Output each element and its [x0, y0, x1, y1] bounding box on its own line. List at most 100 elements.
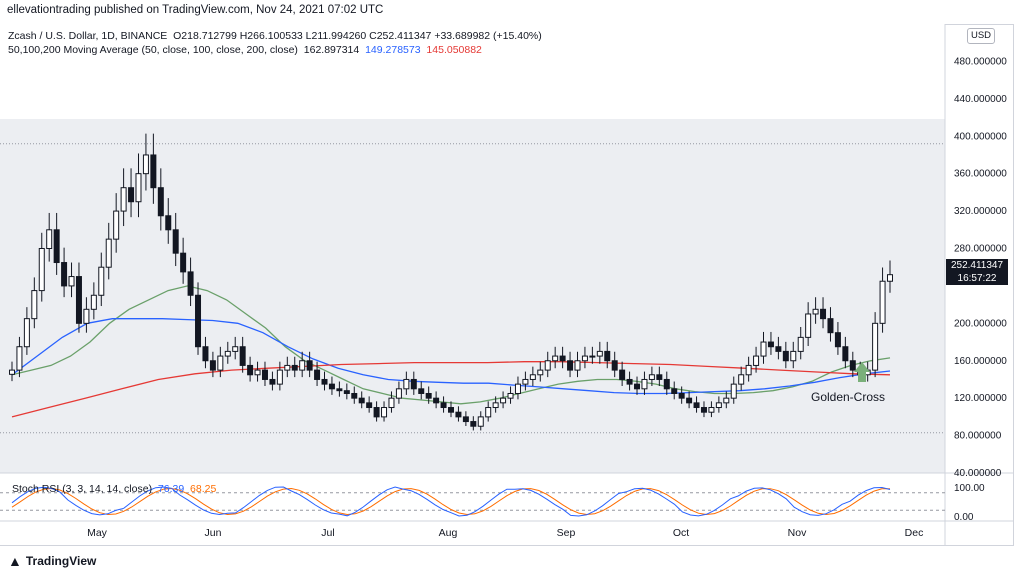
candle-up	[477, 416, 484, 427]
ma100-line	[11, 318, 891, 395]
candle-down	[328, 383, 335, 390]
candle-down	[604, 350, 611, 362]
candle-up	[403, 378, 410, 390]
candle-up	[887, 274, 893, 282]
candle-down	[849, 360, 856, 371]
candle-down	[700, 407, 707, 413]
ma-label: 50,100,200 Moving Average (50, close, 10…	[8, 44, 298, 56]
x-tick-label: Sep	[557, 527, 576, 539]
y-tick-label: 80.000000	[954, 431, 1002, 442]
candle-up	[797, 336, 804, 352]
candle-down	[425, 392, 432, 399]
candle-up	[529, 374, 536, 380]
candle-up	[507, 392, 514, 399]
ma50-value: 162.897314	[303, 44, 360, 56]
candle-up	[23, 318, 30, 348]
y-tick-label: 160.000000	[954, 356, 1007, 367]
last-price: 252.411347	[950, 260, 1004, 271]
tradingview-logo[interactable]: ▲ TradingView	[8, 553, 96, 569]
candle-up	[135, 173, 142, 203]
candle-down	[418, 388, 425, 394]
candle-down	[455, 411, 462, 418]
candle-down	[462, 416, 469, 423]
up-arrow-icon	[854, 362, 870, 382]
candle-up	[232, 346, 239, 352]
stoch-rsi-label: Stoch RSI (3, 3, 14, 14, close)	[12, 483, 153, 495]
candle-up	[760, 341, 767, 357]
rsi-tick-label: 0.00	[954, 512, 974, 523]
candle-down	[351, 392, 358, 399]
candle-up	[9, 369, 15, 375]
candle-up	[589, 355, 596, 358]
candle-down	[53, 229, 60, 264]
candle-up	[68, 276, 75, 287]
bar-countdown: 16:57:22	[957, 273, 997, 284]
y-tick-label: 280.000000	[954, 244, 1007, 255]
stoch-k-line	[11, 486, 891, 517]
candle-down	[619, 369, 626, 380]
candle-down	[693, 402, 700, 409]
candle-down	[366, 402, 373, 409]
candle-down	[336, 388, 343, 392]
ma200-line	[11, 361, 891, 418]
candle-down	[373, 407, 380, 418]
candle-down	[834, 332, 841, 348]
ma100-value: 149.278573	[365, 44, 421, 56]
candle-down	[775, 346, 782, 352]
candle-up	[113, 210, 120, 240]
brand-name: TradingView	[25, 554, 97, 568]
x-tick-label: Jul	[321, 527, 334, 539]
main-pane-background	[0, 24, 945, 473]
x-tick-label: Oct	[673, 527, 689, 539]
ma50-line	[11, 285, 891, 405]
published-by: ellevationtrading published on TradingVi…	[7, 4, 384, 16]
x-tick-label: Nov	[788, 527, 807, 539]
candle-down	[261, 369, 268, 380]
candle-down	[269, 378, 276, 385]
candle-up	[381, 407, 388, 418]
stoch-rsi-legend[interactable]: Stoch RSI (3, 3, 14, 14, close) 76.39 68…	[12, 483, 216, 495]
stoch-d-line	[11, 487, 891, 516]
candle-up	[485, 407, 492, 418]
x-tick-label: Aug	[439, 527, 458, 539]
candle-down	[180, 252, 187, 273]
candle-down	[440, 402, 447, 409]
candle-up	[596, 350, 603, 357]
candle-up	[83, 308, 90, 324]
candle-down	[187, 271, 194, 296]
candle-up	[38, 248, 45, 292]
candle-down	[686, 397, 693, 404]
candle-up	[537, 369, 544, 376]
candle-down	[165, 215, 172, 231]
stoch-k-value: 76.39	[157, 483, 185, 495]
x-tick-label: Jun	[205, 527, 222, 539]
golden-cross-label: Golden-Cross	[811, 390, 885, 404]
candle-up	[738, 374, 745, 385]
candle-up	[522, 378, 529, 385]
candle-down	[559, 355, 566, 362]
candle-down	[567, 360, 574, 371]
candle-down	[150, 154, 157, 189]
candle-up	[641, 378, 648, 390]
candle-down	[172, 229, 179, 254]
candle-down	[202, 346, 209, 362]
candle-down	[470, 421, 477, 427]
candle-up	[745, 364, 752, 376]
ma-legend[interactable]: 50,100,200 Moving Average (50, close, 10…	[8, 44, 482, 56]
candle-up	[492, 402, 499, 409]
candle-up	[276, 369, 283, 385]
candle-down	[433, 397, 440, 404]
candle-up	[388, 397, 395, 409]
last-price-tag: 252.411347 16:57:22	[946, 259, 1008, 285]
tradingview-logo-icon: ▲	[8, 553, 22, 569]
stoch-d-value: 68.25	[190, 483, 217, 495]
candle-down	[842, 346, 849, 362]
candle-up	[812, 308, 819, 315]
candle-up	[753, 355, 760, 366]
candle-down	[634, 383, 641, 390]
currency-button[interactable]: USD	[967, 28, 995, 44]
candle-up	[730, 383, 737, 399]
y-tick-label: 440.000000	[954, 94, 1007, 105]
symbol-name[interactable]: Zcash / U.S. Dollar, 1D, BINANCE	[8, 30, 168, 42]
